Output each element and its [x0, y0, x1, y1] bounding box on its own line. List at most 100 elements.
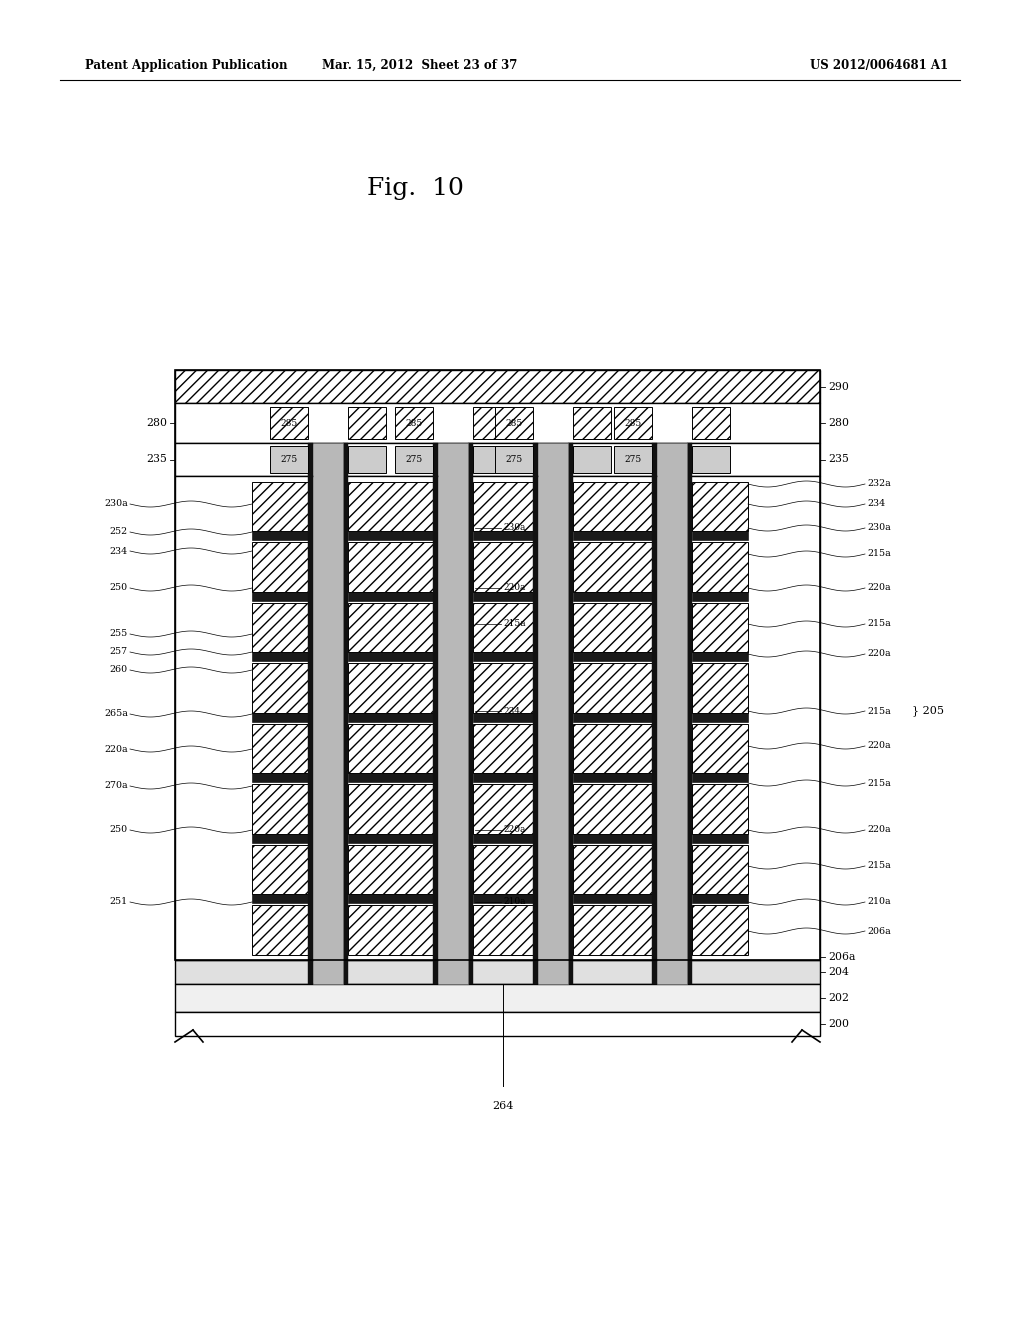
Bar [252, 833, 308, 842]
Text: 206a: 206a [867, 927, 891, 936]
Bar [348, 845, 433, 894]
Bar [573, 591, 652, 601]
Bar [175, 370, 820, 403]
Text: 220a: 220a [503, 825, 525, 834]
Bar [270, 407, 308, 440]
Bar [473, 784, 534, 833]
Bar [692, 663, 748, 713]
Bar [395, 407, 433, 440]
Bar [348, 906, 433, 954]
Bar [175, 983, 820, 1012]
Bar [692, 894, 748, 903]
Bar [573, 713, 652, 722]
Bar [614, 446, 652, 473]
Bar [573, 407, 611, 440]
Text: Mar. 15, 2012  Sheet 23 of 37: Mar. 15, 2012 Sheet 23 of 37 [323, 58, 518, 71]
Bar [573, 723, 652, 774]
Text: 215a: 215a [503, 619, 525, 628]
Bar [252, 652, 308, 661]
Bar [348, 591, 433, 601]
Bar [473, 774, 534, 781]
Bar [692, 774, 748, 781]
Bar [573, 894, 652, 903]
Bar [573, 543, 652, 591]
Text: } 205: } 205 [912, 706, 944, 717]
Bar [573, 602, 652, 652]
Text: 251: 251 [110, 898, 128, 907]
Text: 252: 252 [110, 528, 128, 536]
Bar [252, 663, 308, 713]
Bar [252, 713, 308, 722]
Text: 215a: 215a [867, 779, 891, 788]
Text: 215a: 215a [867, 862, 891, 870]
Bar [692, 784, 748, 833]
Bar [692, 531, 748, 540]
Bar [175, 370, 820, 960]
Text: 285: 285 [281, 418, 298, 428]
Bar [348, 543, 433, 591]
Bar [348, 894, 433, 903]
Bar [473, 845, 534, 894]
Bar [348, 713, 433, 722]
Text: 285: 285 [506, 418, 522, 428]
Bar [175, 444, 820, 477]
Bar [692, 906, 748, 954]
Bar [473, 591, 534, 601]
Bar [573, 784, 652, 833]
Bar [573, 482, 652, 531]
Bar [692, 723, 748, 774]
Bar [175, 403, 820, 444]
Bar [573, 845, 652, 894]
Text: 260: 260 [110, 665, 128, 675]
Text: 290: 290 [828, 381, 849, 392]
Text: 234: 234 [867, 499, 885, 508]
Bar [657, 444, 687, 983]
Bar [348, 446, 386, 473]
Bar [692, 543, 748, 591]
Bar [692, 602, 748, 652]
Text: 275: 275 [506, 455, 522, 465]
Text: 230a: 230a [867, 524, 891, 532]
Bar [175, 960, 820, 983]
Bar [308, 444, 313, 983]
Bar [534, 444, 538, 983]
Bar [270, 446, 308, 473]
Bar [348, 723, 433, 774]
Bar [252, 482, 308, 531]
Text: 257: 257 [110, 648, 128, 656]
Bar [175, 1012, 820, 1036]
Bar [573, 833, 652, 842]
Text: 204: 204 [828, 968, 849, 977]
Bar [692, 407, 730, 440]
Bar [573, 531, 652, 540]
Bar [573, 446, 611, 473]
Bar [433, 444, 438, 983]
Bar [652, 444, 657, 983]
Bar [692, 652, 748, 661]
Text: 255: 255 [110, 630, 128, 639]
Text: 275: 275 [625, 455, 642, 465]
Bar [473, 723, 534, 774]
Bar [343, 444, 348, 983]
Bar [348, 833, 433, 842]
Text: 234: 234 [503, 706, 520, 715]
Bar [473, 531, 534, 540]
Text: 220a: 220a [867, 742, 891, 751]
Bar [348, 663, 433, 713]
Text: 206a: 206a [828, 952, 855, 962]
Bar [692, 713, 748, 722]
Bar [313, 444, 343, 983]
Text: 200: 200 [828, 1019, 849, 1030]
Bar [252, 784, 308, 833]
Bar [573, 774, 652, 781]
Bar [692, 482, 748, 531]
Bar [252, 723, 308, 774]
Bar [252, 531, 308, 540]
Text: 285: 285 [406, 418, 423, 428]
Bar [473, 446, 511, 473]
Bar [395, 446, 433, 473]
Text: 210a: 210a [503, 898, 525, 907]
Text: 280: 280 [828, 418, 849, 428]
Bar [175, 477, 820, 960]
Bar [473, 543, 534, 591]
